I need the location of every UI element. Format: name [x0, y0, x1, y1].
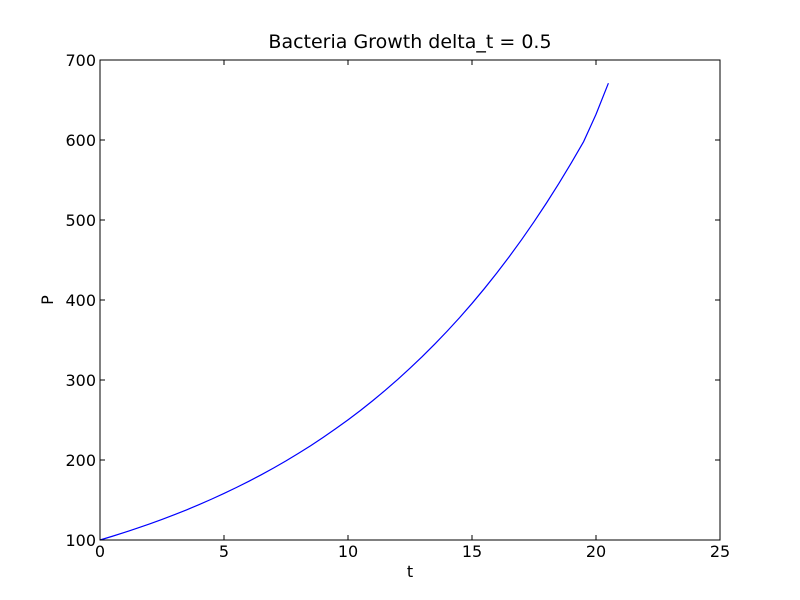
- chart-title: Bacteria Growth delta_t = 0.5: [268, 31, 551, 53]
- y-tick-label: 700: [65, 51, 96, 70]
- y-axis-label: P: [38, 295, 57, 305]
- x-tick-label: 10: [338, 542, 358, 561]
- y-tick-label: 300: [65, 371, 96, 390]
- x-tick-label: 5: [219, 542, 229, 561]
- y-tick-label: 400: [65, 291, 96, 310]
- x-tick-label: 0: [95, 542, 105, 561]
- x-tick-label: 20: [586, 542, 606, 561]
- y-tick-label: 100: [65, 531, 96, 550]
- y-tick-label: 200: [65, 451, 96, 470]
- x-axis-label: t: [407, 562, 413, 581]
- plot-area: [100, 60, 720, 540]
- series-line: [99, 82, 609, 541]
- x-tick-label: 25: [710, 542, 730, 561]
- y-tick-label: 500: [65, 211, 96, 230]
- plot-frame: [99, 59, 721, 541]
- y-tick-label: 600: [65, 131, 96, 150]
- x-tick-label: 15: [462, 542, 482, 561]
- tick-label-group: 0 5 10 15 20 25 100 200 300 400 500 600 700: [65, 51, 730, 561]
